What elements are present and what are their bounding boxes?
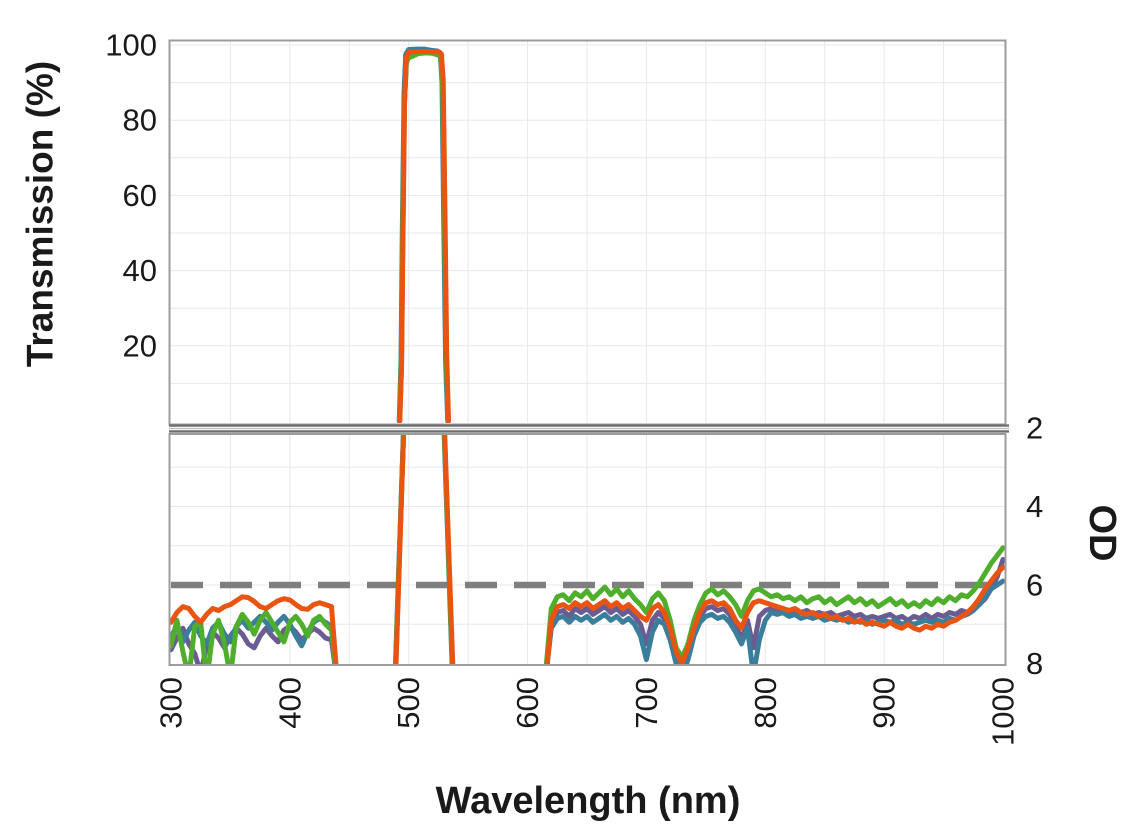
transmission-tick-label: 40	[123, 253, 157, 288]
transmission-tick-label: 60	[123, 178, 157, 213]
od-tick-label: 8	[1026, 646, 1043, 681]
x-tick-label: 500	[391, 677, 426, 729]
x-tick-label: 700	[629, 677, 664, 729]
x-tick-label: 600	[510, 677, 545, 729]
trace-series-orange-od	[393, 435, 407, 664]
trace-series-teal-od	[544, 578, 1005, 664]
transmission-tick-label: 20	[123, 328, 157, 363]
od-tick-label: 2	[1026, 411, 1043, 446]
transmission-tick-label: 100	[105, 28, 157, 63]
bottom-panel-border	[168, 433, 1007, 666]
y-axis-title-transmission: Transmission (%)	[20, 61, 61, 367]
trace-series-orange-od	[170, 594, 339, 664]
transmission-traces	[396, 46, 451, 423]
x-tick-label: 400	[272, 677, 307, 729]
x-tick-label: 1000	[986, 677, 1021, 746]
od-traces	[170, 435, 1005, 664]
od-tick-label: 4	[1026, 489, 1043, 524]
y-axis-title-od: OD	[1081, 505, 1123, 562]
trace-series-purple-od	[544, 557, 1005, 664]
trace-series-green-od	[543, 545, 1005, 664]
x-tick-labels: 300 400 500 600 700 800 900 1000	[154, 677, 1021, 746]
transmission-tick-labels: 20 40 60 80 100	[105, 28, 157, 364]
transmission-tick-label: 80	[123, 103, 157, 138]
trace-series-orange-transmission	[397, 48, 451, 423]
gridlines-top-panel	[170, 41, 1005, 423]
trace-series-orange-od	[544, 564, 1005, 664]
axis-break-divider	[169, 424, 1009, 433]
x-tick-label: 900	[867, 677, 902, 729]
od-tick-labels: 2 4 6 8	[1026, 411, 1043, 682]
od-tick-label: 6	[1026, 568, 1043, 603]
x-tick-label: 300	[154, 677, 189, 729]
x-tick-label: 800	[748, 677, 783, 729]
trace-series-orange-od	[442, 435, 456, 664]
x-axis-title: Wavelength (nm)	[436, 780, 741, 822]
